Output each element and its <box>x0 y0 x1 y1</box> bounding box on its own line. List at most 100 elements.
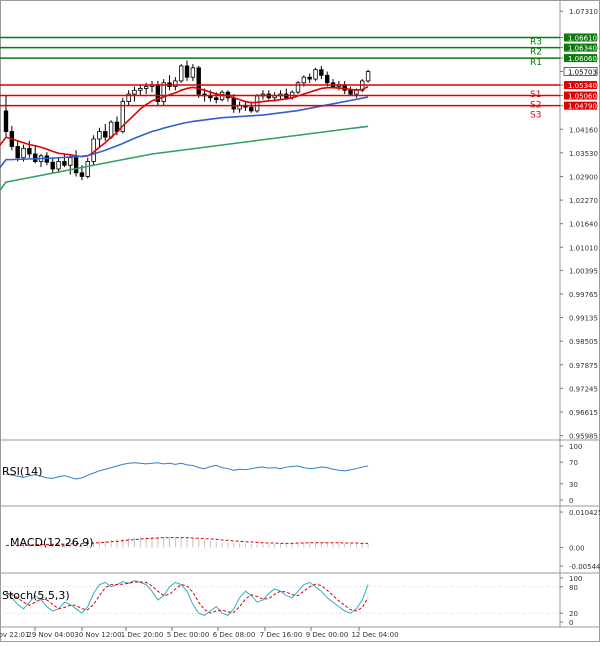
bull-candle <box>254 95 260 112</box>
bear-candle <box>50 161 55 170</box>
bear-candle <box>62 161 67 166</box>
moving-average-line <box>0 96 369 169</box>
bear-candle <box>249 106 254 112</box>
bull-candle <box>21 147 26 159</box>
bear-candle <box>348 89 353 95</box>
bear-candle <box>231 97 236 110</box>
bull-candle <box>108 121 114 138</box>
level-price-tag-text: 1.05060 <box>568 93 597 101</box>
bear-candle <box>27 147 32 155</box>
price-tick-label: 0.99135 <box>569 315 598 323</box>
current-price-tag-text: 1.05703 <box>568 68 597 76</box>
macd-title: MACD(12,26,9) <box>10 536 94 549</box>
macd-tick-label: -0.005445 <box>569 563 600 571</box>
stoch-tick-label: 0 <box>569 619 573 627</box>
price-tick-label: 1.03530 <box>569 150 598 158</box>
level-price-tag <box>564 91 597 100</box>
moving-average-line <box>0 125 369 191</box>
level-price-tag-text: 1.06060 <box>568 55 597 63</box>
bear-candle <box>307 76 312 80</box>
bull-candle <box>365 71 371 82</box>
price-tick-label: 1.04160 <box>569 126 598 134</box>
price-tick-label: 0.97245 <box>569 385 598 393</box>
level-price-tag <box>564 43 597 52</box>
level-price-tag-text: 1.06610 <box>568 34 597 42</box>
price-tick-label: 0.96615 <box>569 409 598 417</box>
bull-candle <box>173 80 178 87</box>
time-tick-label: 1 Dec 20:00 <box>121 631 164 639</box>
level-label-s3: S3 <box>530 111 541 121</box>
stoch-line <box>5 580 369 616</box>
price-tick-label: 0.97875 <box>569 362 598 370</box>
time-tick-label: 12 Dec 04:00 <box>351 631 398 639</box>
time-tick-label: 30 Nov 12:00 <box>74 631 121 639</box>
bear-candle <box>214 97 219 101</box>
price-tick-label: 1.02270 <box>569 197 598 205</box>
price-tick-label: 1.01640 <box>569 221 598 229</box>
bull-candle <box>190 67 196 78</box>
level-price-tag <box>564 33 597 42</box>
stoch-line <box>5 581 369 614</box>
bull-candle <box>126 93 131 102</box>
stoch-tick-label: 80 <box>569 584 578 592</box>
bull-candle <box>161 82 166 102</box>
level-label-r3: R3 <box>530 37 542 47</box>
stoch-tick-label: 100 <box>569 575 582 583</box>
rsi-tick-label: 30 <box>569 481 578 489</box>
rsi-line <box>5 462 369 480</box>
bear-candle <box>184 65 190 78</box>
bear-candle <box>103 131 108 138</box>
bear-candle <box>196 67 201 95</box>
bull-candle <box>313 69 318 80</box>
bull-candle <box>120 101 125 132</box>
bull-candle <box>132 89 137 95</box>
bull-candle <box>301 76 307 84</box>
stoch-title: Stoch(5,5,3) <box>2 589 70 602</box>
stoch-tick-label: 20 <box>569 610 578 618</box>
bull-candle <box>295 82 301 93</box>
rsi-tick-label: 0 <box>569 497 573 505</box>
price-tick-label: 1.01010 <box>569 244 598 252</box>
bear-candle <box>33 153 38 162</box>
rsi-tick-label: 70 <box>569 459 578 467</box>
rsi-tick-label: 100 <box>569 443 582 451</box>
bull-candle <box>56 161 61 170</box>
current-price-tag <box>563 67 598 76</box>
level-label-r1: R1 <box>530 58 542 68</box>
bull-candle <box>178 65 184 82</box>
level-price-tag-text: 1.04790 <box>568 103 597 111</box>
bear-candle <box>15 146 20 159</box>
level-label-r2: R2 <box>530 48 542 58</box>
time-tick-label: 6 Dec 08:00 <box>213 631 256 639</box>
bull-candle <box>138 88 143 91</box>
bull-candle <box>85 161 90 177</box>
level-price-tag-text: 1.05340 <box>568 82 597 90</box>
time-tick-label: 29 Nov 04:00 <box>27 631 74 639</box>
bear-candle <box>73 157 79 174</box>
bull-candle <box>143 86 149 89</box>
time-tick-label: 9 Dec 00:00 <box>306 631 349 639</box>
time-tick-label: ov 22:01 <box>0 631 29 639</box>
level-price-tag <box>564 81 597 90</box>
bear-candle <box>79 172 85 177</box>
bull-candle <box>354 89 359 95</box>
price-tick-label: 0.99765 <box>569 291 598 299</box>
bull-candle <box>68 157 73 166</box>
price-tick-label: 1.00395 <box>569 267 598 275</box>
level-price-tag <box>564 54 597 63</box>
macd-tick-label: 0.010425 <box>569 509 600 517</box>
macd-signal-line <box>6 537 369 546</box>
time-tick-label: 5 Dec 00:00 <box>167 631 210 639</box>
price-tick-label: 1.02900 <box>569 173 598 181</box>
bull-candle <box>97 131 102 140</box>
bear-candle <box>319 69 324 76</box>
rsi-title: RSI(14) <box>2 465 42 478</box>
price-tick-label: 1.07310 <box>569 8 598 16</box>
time-tick-label: 7 Dec 16:00 <box>260 631 303 639</box>
moving-average-line <box>0 85 369 158</box>
level-price-tag <box>564 101 597 110</box>
level-price-tag-text: 1.06340 <box>568 45 597 53</box>
price-tick-label: 0.95985 <box>569 433 598 441</box>
